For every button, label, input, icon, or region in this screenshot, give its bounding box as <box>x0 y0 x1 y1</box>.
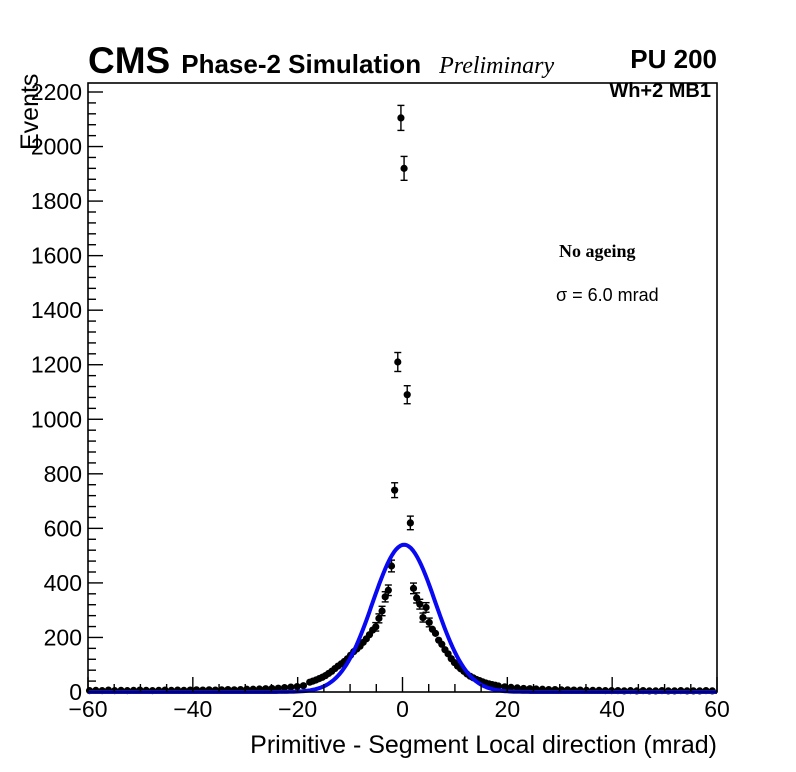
fit-curve <box>88 542 717 694</box>
y-tick-label: 400 <box>44 570 82 596</box>
data-point <box>501 683 509 691</box>
axis-ticks <box>87 91 718 693</box>
y-tick-label: 2000 <box>31 134 82 160</box>
data-point <box>287 683 295 691</box>
y-tick-label: 1600 <box>31 243 82 269</box>
data-point <box>413 594 421 602</box>
data-point <box>431 629 440 637</box>
x-tick-label: −20 <box>278 696 317 722</box>
cms-subtitle: Phase-2 Simulation <box>181 49 422 79</box>
error-bars <box>372 104 433 632</box>
plot-frame <box>87 82 718 693</box>
data-point <box>387 562 396 570</box>
data-point <box>438 640 446 648</box>
y-axis-title: Events <box>16 74 44 150</box>
pileup-label: PU 200 <box>630 44 717 74</box>
cms-logo-text: CMS <box>88 40 171 81</box>
data-point <box>375 614 383 622</box>
data-point <box>494 682 503 690</box>
data-point <box>400 164 408 172</box>
y-tick-label: 2200 <box>31 79 82 105</box>
legend-sigma-value: σ = 6.0 mrad <box>556 285 659 305</box>
data-point <box>419 613 427 622</box>
y-tick-label: 0 <box>69 679 82 705</box>
data-point <box>403 391 411 399</box>
data-points <box>85 114 716 695</box>
x-tick-label: 40 <box>599 696 625 722</box>
y-tick-label: 200 <box>44 624 82 650</box>
data-point <box>397 114 405 122</box>
data-point <box>372 623 380 631</box>
data-point <box>394 358 402 366</box>
y-tick-label: 1000 <box>31 406 82 432</box>
data-point <box>384 586 392 594</box>
x-axis-title: Primitive - Segment Local direction (mra… <box>250 731 717 759</box>
x-tick-label: 20 <box>495 696 521 722</box>
data-point <box>425 618 433 627</box>
data-point <box>381 593 389 601</box>
x-tick-label: 0 <box>396 696 409 722</box>
data-point <box>416 600 424 608</box>
chamber-region-label: Wh+2 MB1 <box>609 80 711 102</box>
y-tick-label: 1800 <box>31 188 82 214</box>
legend-ageing-label: No ageing <box>559 241 636 261</box>
cms-preliminary-label: Preliminary <box>439 53 555 79</box>
y-tick-label: 600 <box>44 515 82 541</box>
x-tick-label: −40 <box>173 696 212 722</box>
y-tick-label: 1400 <box>31 297 82 323</box>
data-point <box>280 684 289 692</box>
data-point <box>378 607 386 615</box>
x-tick-label: −60 <box>68 696 107 722</box>
x-tick-label: 60 <box>704 696 730 722</box>
header-line: CMS Phase-2 Simulation Preliminary <box>88 40 554 82</box>
data-point <box>422 603 430 612</box>
data-point <box>406 519 414 527</box>
y-tick-label: 1200 <box>31 352 82 378</box>
y-tick-label: 800 <box>44 461 82 487</box>
data-point <box>507 683 515 691</box>
data-point <box>391 486 399 494</box>
data-point <box>409 584 418 592</box>
data-point <box>299 682 308 690</box>
